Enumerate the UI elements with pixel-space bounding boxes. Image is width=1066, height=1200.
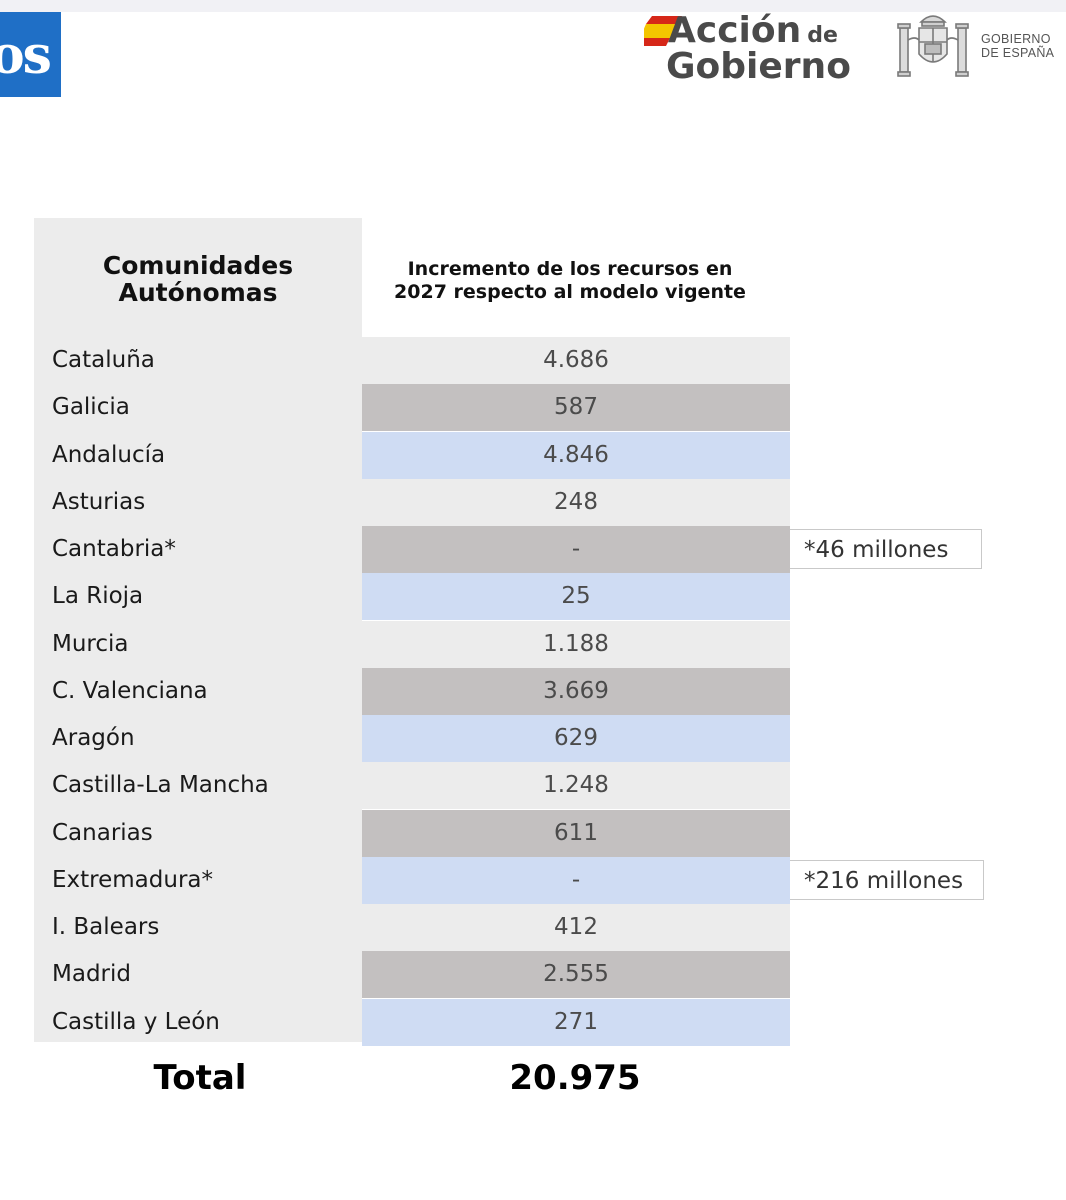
spain-flag-icon bbox=[644, 16, 682, 46]
table-row-value: - bbox=[362, 857, 790, 904]
table-row-name: Castilla-La Mancha bbox=[52, 772, 269, 798]
coat-of-arms-icon bbox=[897, 15, 969, 77]
table-row-value: 271 bbox=[362, 999, 790, 1046]
header-comunidades-line1: Comunidades bbox=[102, 251, 294, 280]
table-row-value: 248 bbox=[362, 479, 790, 526]
table-row-value: 412 bbox=[362, 904, 790, 951]
accion-de-word: de bbox=[807, 23, 838, 48]
publisher-logo: os bbox=[0, 12, 61, 97]
header-incremento-line1: Incremento de los recursos en bbox=[407, 258, 733, 280]
header-comunidades: Comunidades Autónomas bbox=[34, 252, 362, 306]
table-row-name: Canarias bbox=[52, 820, 153, 846]
gobierno-line2: DE ESPAÑA bbox=[981, 46, 1055, 60]
table-row-value: 1.248 bbox=[362, 762, 790, 809]
table-row-name: I. Balears bbox=[52, 914, 160, 940]
gobierno-de-espana-text: GOBIERNO DE ESPAÑA bbox=[981, 32, 1054, 60]
table-row-name: La Rioja bbox=[52, 583, 144, 609]
table-row-value: 2.555 bbox=[362, 951, 790, 998]
communities-column-background bbox=[34, 218, 362, 1042]
table-row-name: Andalucía bbox=[52, 442, 166, 468]
table-row-value: 4.686 bbox=[362, 337, 790, 384]
table-row-name: Madrid bbox=[52, 961, 131, 987]
top-bar bbox=[0, 0, 1066, 12]
table-row-name: Galicia bbox=[52, 394, 130, 420]
accion-word: Acción bbox=[668, 10, 802, 51]
total-value: 20.975 bbox=[509, 1058, 641, 1098]
table-row-value: 4.846 bbox=[362, 432, 790, 479]
header-incremento-line2: 2027 respecto al modelo vigente bbox=[394, 281, 746, 303]
gobierno-word: Gobierno bbox=[666, 46, 851, 87]
table-row-value: 3.669 bbox=[362, 668, 790, 715]
header-comunidades-line2: Autónomas bbox=[118, 278, 278, 307]
table-row-name: Cantabria* bbox=[52, 536, 176, 562]
table-row-name: Cataluña bbox=[52, 347, 155, 373]
accion-title: Acción de bbox=[668, 12, 838, 55]
table-row-name: C. Valenciana bbox=[52, 678, 208, 704]
total-label: Total bbox=[153, 1058, 247, 1098]
table-row-value: - bbox=[362, 526, 790, 573]
footnote-box: *46 millones bbox=[790, 529, 982, 569]
publisher-logo-text: os bbox=[0, 25, 52, 86]
table-row-value: 1.188 bbox=[362, 621, 790, 668]
footnote-box: *216 millones bbox=[790, 860, 984, 900]
table-row-value: 587 bbox=[362, 384, 790, 431]
table-row-name: Extremadura* bbox=[52, 867, 213, 893]
table-row-value: 25 bbox=[362, 573, 790, 620]
header-incremento: Incremento de los recursos en 2027 respe… bbox=[362, 258, 778, 304]
table-row-name: Castilla y León bbox=[52, 1009, 220, 1035]
table-row-value: 629 bbox=[362, 715, 790, 762]
table-row-name: Asturias bbox=[52, 489, 146, 515]
table-row-value: 611 bbox=[362, 810, 790, 857]
gobierno-line1: GOBIERNO bbox=[981, 32, 1051, 46]
table-row-name: Aragón bbox=[52, 725, 135, 751]
table-row-name: Murcia bbox=[52, 631, 129, 657]
accion-de-gobierno-logo: Acción de Gobierno bbox=[644, 10, 864, 90]
